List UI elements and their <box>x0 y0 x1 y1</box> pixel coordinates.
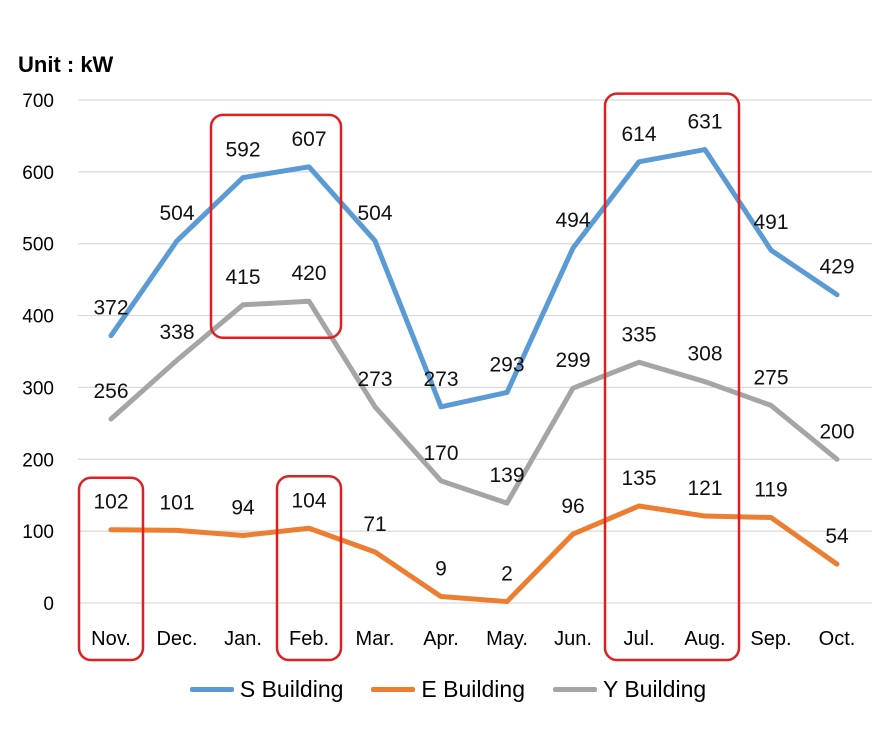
y-axis: 0 100 200 300 400 500 600 700 <box>22 91 54 615</box>
x-axis: Nov. Dec. Jan. Feb. Mar. Apr. May. Jun. Jul. Aug.… <box>91 628 855 650</box>
data-label: 494 <box>555 209 590 232</box>
data-label: 200 <box>819 420 854 443</box>
data-label: 273 <box>357 368 392 391</box>
data-label: 54 <box>825 525 849 548</box>
data-label: 592 <box>225 139 260 162</box>
legend-item: S Building <box>189 676 344 703</box>
data-label: 71 <box>363 513 386 536</box>
series-line <box>108 298 840 506</box>
y-tick-label: 600 <box>22 163 54 184</box>
data-label: 102 <box>93 491 128 514</box>
series-lines <box>108 147 840 605</box>
x-tick-label: Mar. <box>356 628 395 650</box>
series-line <box>108 503 840 605</box>
x-tick-label: Apr. <box>423 628 459 650</box>
series-line <box>108 147 840 410</box>
data-label: 101 <box>159 491 194 514</box>
y-tick-label: 500 <box>22 235 54 256</box>
x-tick-label: Oct. <box>819 628 856 650</box>
legend-swatch <box>553 687 597 692</box>
data-label: 504 <box>357 202 392 225</box>
data-label: 614 <box>621 123 656 146</box>
x-tick-label: Sep. <box>750 628 791 650</box>
highlight-box <box>209 113 343 340</box>
data-label: 104 <box>291 489 326 512</box>
data-label: 429 <box>819 256 854 279</box>
data-label: 96 <box>561 495 584 518</box>
legend-item: Y Building <box>553 676 706 703</box>
data-label: 119 <box>754 478 787 501</box>
data-label: 631 <box>687 111 722 134</box>
data-label: 491 <box>753 211 788 234</box>
legend-item: E Building <box>371 676 525 703</box>
y-tick-label: 200 <box>22 450 54 471</box>
line-chart: 0 100 200 300 400 500 600 700 Nov. Dec. Jan. Feb. M… <box>22 91 872 662</box>
data-label: 275 <box>753 366 788 389</box>
legend: S Building E Building Y Building <box>0 676 896 703</box>
x-tick-label: Jul. <box>623 628 654 650</box>
legend-label: E Building <box>421 676 525 702</box>
x-tick-label: Nov. <box>91 628 131 650</box>
gridlines <box>78 99 872 604</box>
highlight-box <box>275 475 343 662</box>
x-tick-label: Dec. <box>156 628 197 650</box>
y-tick-label: 0 <box>43 594 54 615</box>
data-label: 372 <box>93 297 128 320</box>
x-tick-label: Aug. <box>684 628 725 650</box>
highlight-box <box>77 476 145 662</box>
legend-swatch <box>189 687 234 692</box>
data-label: 170 <box>423 442 458 465</box>
data-label: 2 <box>501 563 513 586</box>
data-label: 273 <box>423 368 458 391</box>
data-label: 607 <box>291 128 326 151</box>
data-label: 308 <box>687 343 722 366</box>
data-label: 420 <box>291 262 326 285</box>
data-label: 293 <box>489 353 524 376</box>
x-tick-label: Feb. <box>289 628 329 650</box>
data-label: 335 <box>621 323 656 346</box>
y-tick-label: 700 <box>22 91 54 112</box>
data-label: 9 <box>435 558 447 581</box>
legend-swatch <box>371 687 416 692</box>
y-tick-label: 300 <box>22 378 54 399</box>
x-tick-label: May. <box>486 628 528 650</box>
x-tick-label: Jan. <box>224 628 262 650</box>
legend-label: S Building <box>239 676 344 702</box>
y-tick-label: 100 <box>22 522 54 543</box>
data-label: 139 <box>489 464 524 487</box>
y-tick-label: 400 <box>22 307 54 328</box>
x-tick-label: Jun. <box>554 628 592 650</box>
data-label: 338 <box>159 321 194 344</box>
data-label: 121 <box>687 477 722 500</box>
data-label: 94 <box>231 496 255 519</box>
legend-label: Y Building <box>603 676 707 702</box>
data-labels: 372 504 592 607 504 273 293 494 614 631 491 429 102 1… <box>93 111 854 586</box>
highlight-boxes <box>77 92 741 662</box>
data-label: 415 <box>225 266 260 289</box>
data-label: 299 <box>555 349 590 372</box>
data-label: 504 <box>159 202 194 225</box>
highlight-box <box>603 92 741 662</box>
unit-label: Unit : kW <box>18 52 114 77</box>
data-label: 256 <box>93 380 128 403</box>
data-label: 135 <box>621 467 656 490</box>
